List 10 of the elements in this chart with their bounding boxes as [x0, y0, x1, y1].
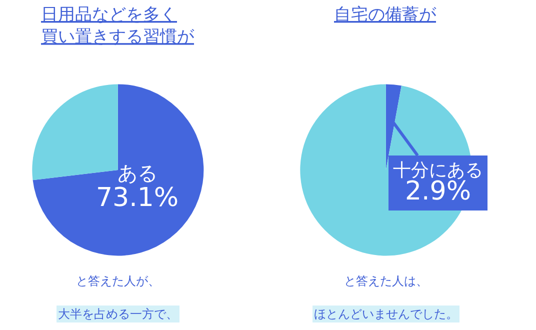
data-label: 73.1%	[96, 183, 179, 213]
text: と答えた人が、	[76, 274, 160, 288]
text: ほとんどいませんでした。	[314, 307, 458, 321]
text: と答えた人は、	[344, 274, 428, 288]
text: 大半を占める一方で、	[58, 307, 178, 321]
pie-slice	[32, 84, 118, 180]
pie-slice	[32, 84, 204, 256]
chart-title: 日用品などを多く買い置きする習慣が	[41, 5, 195, 48]
chart-title: 自宅の備蓄が	[334, 5, 437, 25]
slice-label: ある	[117, 161, 158, 185]
